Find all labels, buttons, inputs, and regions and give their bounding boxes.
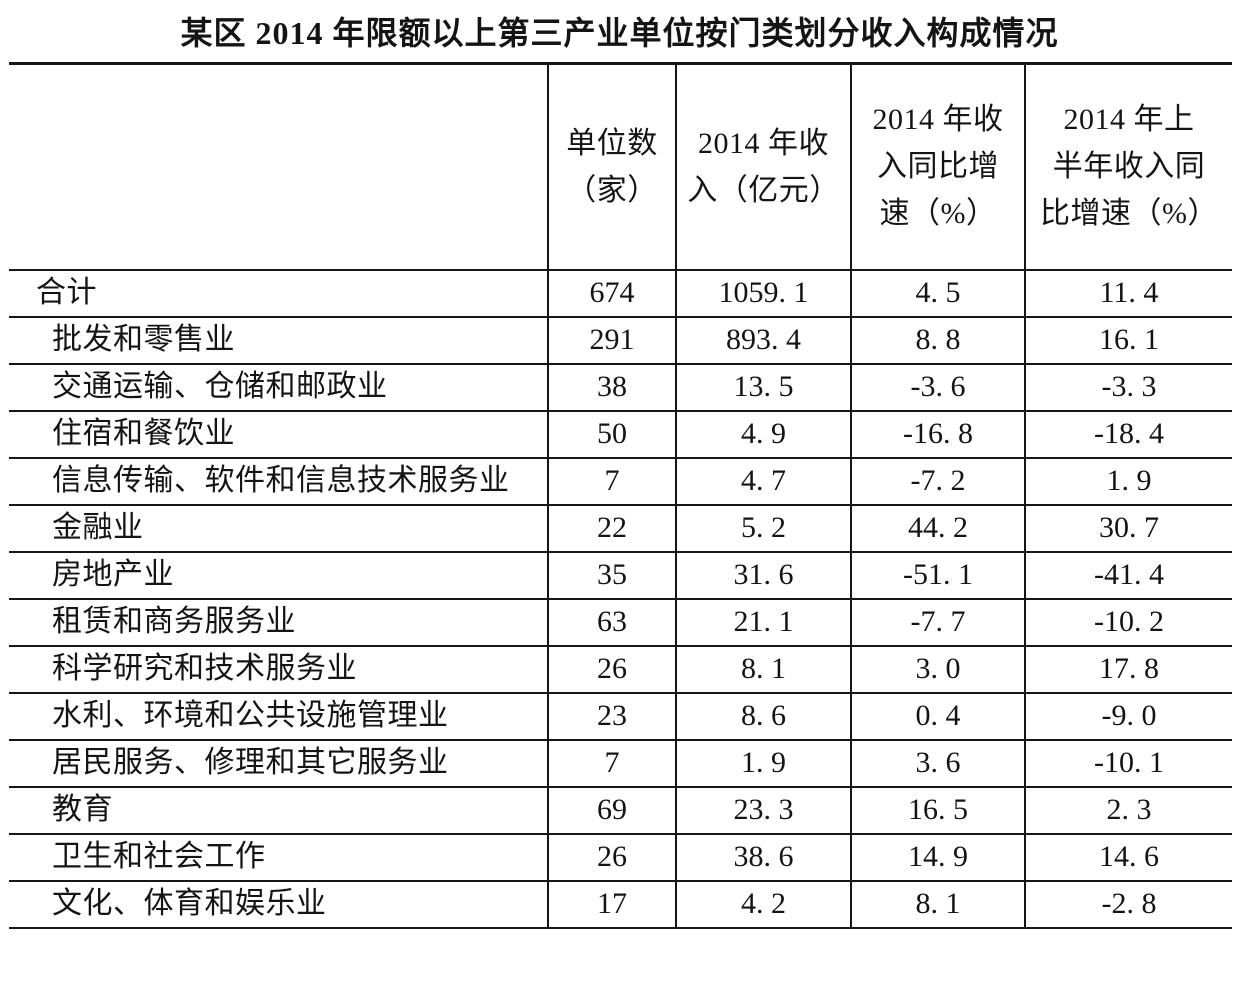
income-table: 单位数 （家） 2014 年收 入（亿元） 2014 年收 入同比增 速（%） 201…: [9, 62, 1232, 929]
table-row: 合计 674 1059. 1 4. 5 11. 4: [9, 269, 1232, 318]
income-cell: 4. 7: [675, 457, 851, 506]
table-row: 交通运输、仓储和邮政业 38 13. 5 -3. 6 -3. 3: [9, 363, 1232, 412]
growth-cell: 3. 0: [850, 645, 1025, 694]
row-label: 卫生和社会工作: [9, 833, 548, 882]
table-row: 住宿和餐饮业 50 4. 9 -16. 8 -18. 4: [9, 410, 1232, 459]
row-label: 房地产业: [9, 551, 548, 600]
column-header-income: 2014 年收 入（亿元）: [675, 63, 851, 271]
growth-cell: 4. 5: [850, 269, 1025, 318]
table-row: 居民服务、修理和其它服务业 7 1. 9 3. 6 -10. 1: [9, 739, 1232, 788]
units-cell: 63: [547, 598, 676, 647]
row-label: 文化、体育和娱乐业: [9, 880, 548, 929]
growth-cell: -7. 2: [850, 457, 1025, 506]
units-cell: 7: [547, 739, 676, 788]
growth-cell: 44. 2: [850, 504, 1025, 553]
h1-growth-cell: 30. 7: [1024, 504, 1232, 553]
income-cell: 8. 1: [675, 645, 851, 694]
table-body: 合计 674 1059. 1 4. 5 11. 4 批发和零售业 291 893. 4 8. 8…: [9, 269, 1232, 929]
income-cell: 31. 6: [675, 551, 851, 600]
units-cell: 50: [547, 410, 676, 459]
income-cell: 21. 1: [675, 598, 851, 647]
units-cell: 26: [547, 833, 676, 882]
table-header: 单位数 （家） 2014 年收 入（亿元） 2014 年收 入同比增 速（%） 201…: [9, 63, 1232, 271]
header-row: 单位数 （家） 2014 年收 入（亿元） 2014 年收 入同比增 速（%） 201…: [9, 63, 1232, 271]
row-label: 批发和零售业: [9, 316, 548, 365]
income-cell: 4. 2: [675, 880, 851, 929]
income-cell: 4. 9: [675, 410, 851, 459]
growth-cell: 3. 6: [850, 739, 1025, 788]
row-label: 交通运输、仓储和邮政业: [9, 363, 548, 412]
row-label: 租赁和商务服务业: [9, 598, 548, 647]
h1-growth-cell: 2. 3: [1024, 786, 1232, 835]
row-label: 水利、环境和公共设施管理业: [9, 692, 548, 741]
row-label: 科学研究和技术服务业: [9, 645, 548, 694]
table-row: 房地产业 35 31. 6 -51. 1 -41. 4: [9, 551, 1232, 600]
units-cell: 26: [547, 645, 676, 694]
growth-cell: -16. 8: [850, 410, 1025, 459]
h1-growth-cell: -10. 1: [1024, 739, 1232, 788]
table-row: 科学研究和技术服务业 26 8. 1 3. 0 17. 8: [9, 645, 1232, 694]
table-row: 教育 69 23. 3 16. 5 2. 3: [9, 786, 1232, 835]
table-row: 租赁和商务服务业 63 21. 1 -7. 7 -10. 2: [9, 598, 1232, 647]
h1-growth-cell: 16. 1: [1024, 316, 1232, 365]
table-row: 信息传输、软件和信息技术服务业 7 4. 7 -7. 2 1. 9: [9, 457, 1232, 506]
corner-cell: [9, 63, 548, 271]
income-cell: 893. 4: [675, 316, 851, 365]
income-cell: 1059. 1: [675, 269, 851, 318]
h1-growth-cell: -9. 0: [1024, 692, 1232, 741]
row-label: 信息传输、软件和信息技术服务业: [9, 457, 548, 506]
row-label: 合计: [9, 269, 548, 318]
column-header-h1-growth: 2014 年上 半年收入同 比增速（%）: [1024, 63, 1232, 271]
column-header-growth: 2014 年收 入同比增 速（%）: [850, 63, 1025, 271]
growth-cell: 0. 4: [850, 692, 1025, 741]
units-cell: 291: [547, 316, 676, 365]
units-cell: 674: [547, 269, 676, 318]
units-cell: 17: [547, 880, 676, 929]
h1-growth-cell: -3. 3: [1024, 363, 1232, 412]
row-label: 金融业: [9, 504, 548, 553]
column-header-units: 单位数 （家）: [547, 63, 676, 271]
income-cell: 8. 6: [675, 692, 851, 741]
table-row: 文化、体育和娱乐业 17 4. 2 8. 1 -2. 8: [9, 880, 1232, 929]
h1-growth-cell: 11. 4: [1024, 269, 1232, 318]
table-row: 批发和零售业 291 893. 4 8. 8 16. 1: [9, 316, 1232, 365]
growth-cell: -51. 1: [850, 551, 1025, 600]
h1-growth-cell: 17. 8: [1024, 645, 1232, 694]
units-cell: 23: [547, 692, 676, 741]
growth-cell: -7. 7: [850, 598, 1025, 647]
income-cell: 1. 9: [675, 739, 851, 788]
units-cell: 22: [547, 504, 676, 553]
table-row: 水利、环境和公共设施管理业 23 8. 6 0. 4 -9. 0: [9, 692, 1232, 741]
h1-growth-cell: 1. 9: [1024, 457, 1232, 506]
h1-growth-cell: 14. 6: [1024, 833, 1232, 882]
table-title: 某区 2014 年限额以上第三产业单位按门类划分收入构成情况: [180, 15, 1059, 51]
units-cell: 7: [547, 457, 676, 506]
h1-growth-cell: -10. 2: [1024, 598, 1232, 647]
growth-cell: 8. 8: [850, 316, 1025, 365]
h1-growth-cell: -41. 4: [1024, 551, 1232, 600]
growth-cell: 8. 1: [850, 880, 1025, 929]
row-label: 教育: [9, 786, 548, 835]
income-cell: 23. 3: [675, 786, 851, 835]
units-cell: 69: [547, 786, 676, 835]
table-row: 卫生和社会工作 26 38. 6 14. 9 14. 6: [9, 833, 1232, 882]
growth-cell: 16. 5: [850, 786, 1025, 835]
growth-cell: -3. 6: [850, 363, 1025, 412]
units-cell: 38: [547, 363, 676, 412]
income-cell: 38. 6: [675, 833, 851, 882]
income-cell: 5. 2: [675, 504, 851, 553]
units-cell: 35: [547, 551, 676, 600]
h1-growth-cell: -18. 4: [1024, 410, 1232, 459]
table-row: 金融业 22 5. 2 44. 2 30. 7: [9, 504, 1232, 553]
row-label: 居民服务、修理和其它服务业: [9, 739, 548, 788]
growth-cell: 14. 9: [850, 833, 1025, 882]
row-label: 住宿和餐饮业: [9, 410, 548, 459]
income-cell: 13. 5: [675, 363, 851, 412]
h1-growth-cell: -2. 8: [1024, 880, 1232, 929]
